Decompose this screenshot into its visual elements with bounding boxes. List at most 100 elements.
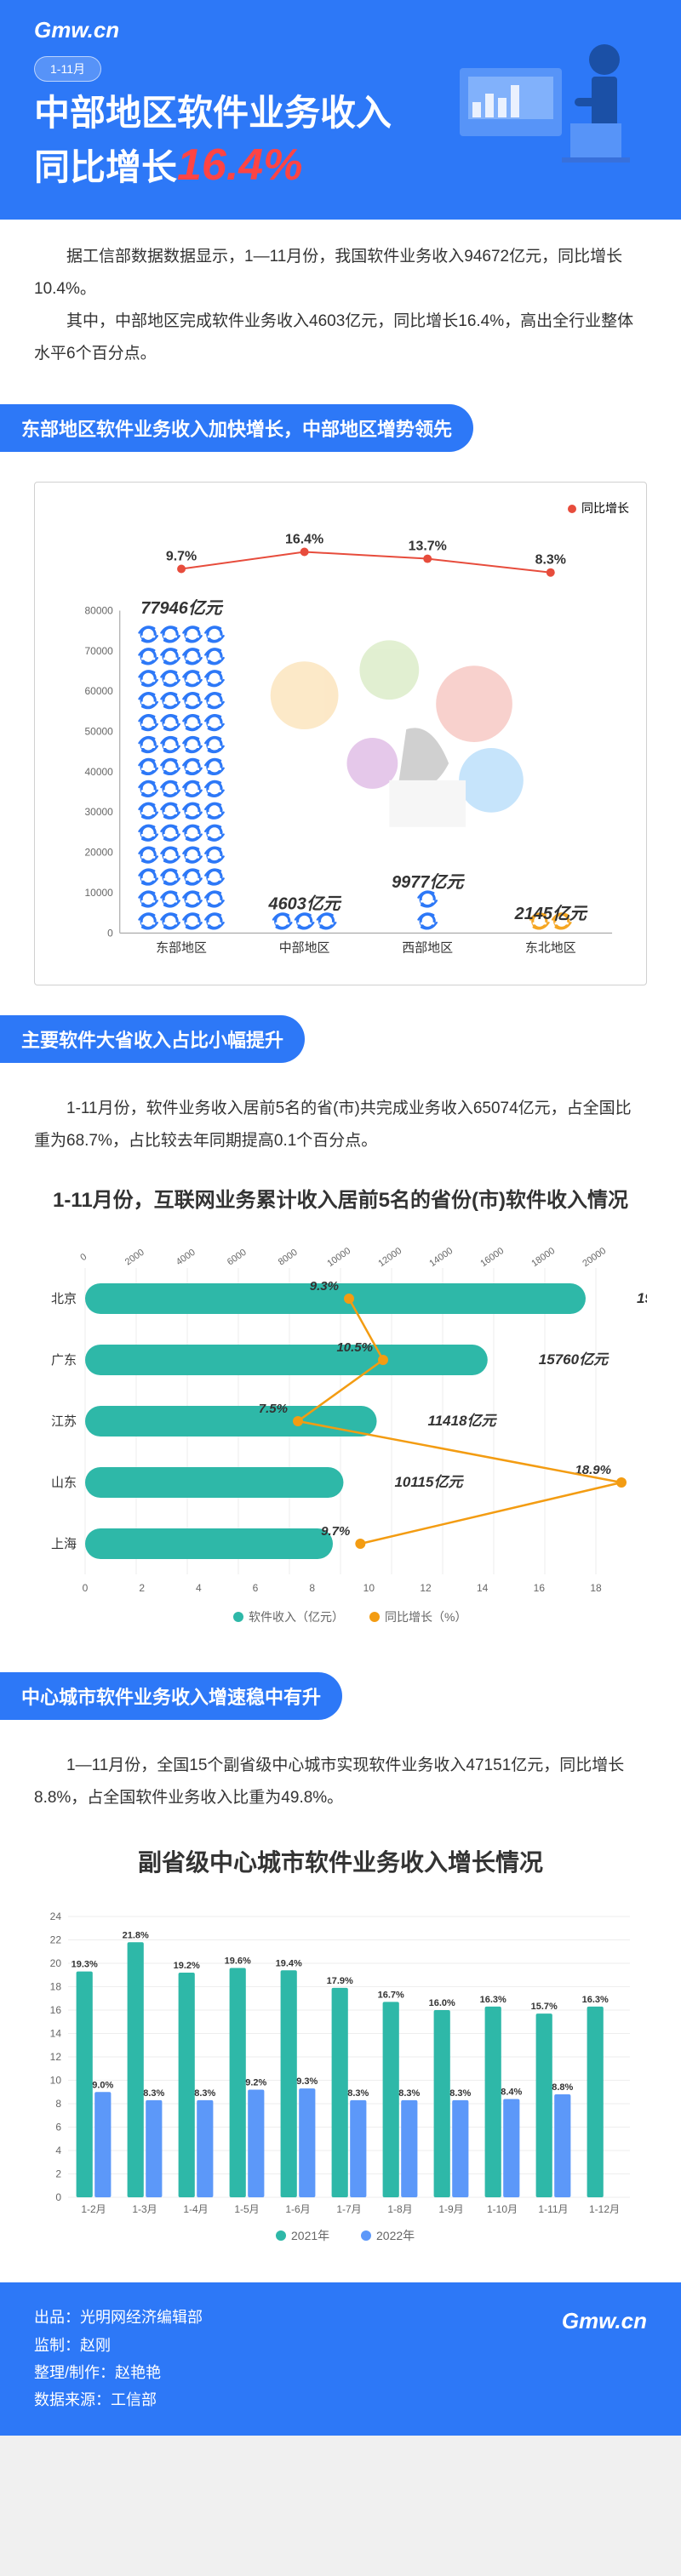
svg-text:16000: 16000 xyxy=(478,1246,506,1269)
svg-text:0: 0 xyxy=(107,928,113,940)
province-chart: 0200040006000800010000120001400016000180… xyxy=(34,1234,647,1642)
svg-text:77946亿元: 77946亿元 xyxy=(140,598,223,618)
svg-text:8: 8 xyxy=(309,1582,315,1594)
svg-text:10.5%: 10.5% xyxy=(336,1340,373,1355)
svg-text:8.3%: 8.3% xyxy=(535,553,566,568)
svg-text:1-9月: 1-9月 xyxy=(438,2203,463,2215)
svg-text:9.0%: 9.0% xyxy=(92,2080,113,2090)
svg-text:8: 8 xyxy=(55,2098,61,2110)
svg-text:24: 24 xyxy=(50,1911,62,1922)
svg-text:10000: 10000 xyxy=(85,887,114,899)
svg-text:8.3%: 8.3% xyxy=(347,2088,369,2099)
svg-text:9.3%: 9.3% xyxy=(296,2076,318,2087)
svg-text:19599亿元: 19599亿元 xyxy=(637,1290,647,1306)
svg-text:16.7%: 16.7% xyxy=(378,1991,404,2001)
svg-text:1-5月: 1-5月 xyxy=(234,2203,259,2215)
svg-text:60000: 60000 xyxy=(85,685,114,697)
svg-text:江苏: 江苏 xyxy=(51,1414,77,1429)
svg-text:1-10月: 1-10月 xyxy=(487,2203,518,2215)
svg-text:9977亿元: 9977亿元 xyxy=(392,872,465,892)
svg-text:1-6月: 1-6月 xyxy=(285,2203,310,2215)
svg-text:20: 20 xyxy=(50,1957,62,1969)
svg-text:1-11月: 1-11月 xyxy=(538,2203,568,2215)
svg-text:11418亿元: 11418亿元 xyxy=(428,1413,498,1429)
svg-text:8.3%: 8.3% xyxy=(398,2088,420,2099)
svg-text:18: 18 xyxy=(50,1981,62,1993)
svg-text:0: 0 xyxy=(83,1582,89,1594)
svg-text:中部地区: 中部地区 xyxy=(279,940,330,955)
svg-text:9.7%: 9.7% xyxy=(166,550,197,564)
svg-text:19.4%: 19.4% xyxy=(276,1958,302,1968)
svg-text:1-3月: 1-3月 xyxy=(132,2203,157,2215)
svg-text:8.3%: 8.3% xyxy=(194,2088,215,2099)
svg-text:22: 22 xyxy=(50,1934,62,1946)
svg-text:8.3%: 8.3% xyxy=(143,2088,164,2099)
chart1-container: 同比增长 01000020000300004000050000600007000… xyxy=(34,482,647,985)
svg-text:上海: 上海 xyxy=(51,1537,77,1551)
svg-text:9.7%: 9.7% xyxy=(321,1524,350,1539)
svg-text:18000: 18000 xyxy=(529,1246,557,1269)
header: Gmw.cn 1-11月 中部地区软件业务收入 同比增长16.4% xyxy=(0,0,681,220)
header-illustration xyxy=(426,17,664,170)
svg-text:8.8%: 8.8% xyxy=(552,2082,573,2093)
svg-text:4: 4 xyxy=(196,1582,202,1594)
svg-text:16: 16 xyxy=(534,1582,546,1594)
svg-text:2022年: 2022年 xyxy=(376,2229,415,2242)
svg-text:8000: 8000 xyxy=(277,1248,300,1268)
svg-text:6: 6 xyxy=(55,2122,61,2133)
svg-text:0: 0 xyxy=(78,1252,89,1263)
svg-text:西部地区: 西部地区 xyxy=(402,940,453,955)
svg-text:19.6%: 19.6% xyxy=(225,1956,251,1967)
svg-text:东北地区: 东北地区 xyxy=(525,940,576,955)
date-pill: 1-11月 xyxy=(34,56,101,82)
regional-chart: 0100002000030000400005000060000700008000… xyxy=(52,525,629,968)
svg-text:6: 6 xyxy=(253,1582,259,1594)
svg-text:80000: 80000 xyxy=(85,605,114,617)
svg-text:10000: 10000 xyxy=(325,1246,352,1269)
footer-logo: Gmw.cn xyxy=(562,2308,647,2334)
section3-header: 中心城市软件业务收入增速稳中有升 xyxy=(0,1672,342,1720)
section2-header: 主要软件大省收入占比小幅提升 xyxy=(0,1015,305,1063)
svg-text:14: 14 xyxy=(477,1582,489,1594)
svg-text:9.3%: 9.3% xyxy=(310,1279,339,1294)
svg-text:1-4月: 1-4月 xyxy=(183,2203,208,2215)
svg-text:9.2%: 9.2% xyxy=(245,2078,266,2088)
svg-text:40000: 40000 xyxy=(85,766,114,778)
svg-text:2021年: 2021年 xyxy=(291,2229,329,2242)
intro-text: 据工信部数据数据显示，1—11月份，我国软件业务收入94672亿元，同比增长10… xyxy=(0,220,681,391)
svg-text:14: 14 xyxy=(50,2028,62,2040)
svg-text:北京: 北京 xyxy=(51,1292,77,1306)
city-growth-chart: 02468101214161820222419.3%9.0%1-2月21.8%8… xyxy=(34,1899,647,2257)
svg-text:1-7月: 1-7月 xyxy=(336,2203,361,2215)
svg-text:13.7%: 13.7% xyxy=(409,540,447,554)
svg-text:15760亿元: 15760亿元 xyxy=(539,1351,609,1368)
svg-text:2: 2 xyxy=(55,2168,61,2180)
svg-text:30000: 30000 xyxy=(85,806,114,818)
svg-text:12: 12 xyxy=(50,2051,62,2063)
footer: 出品：光明网经济编辑部 监制：赵刚 整理/制作：赵艳艳 数据来源：工信部 Gmw… xyxy=(0,2282,681,2436)
svg-text:4603亿元: 4603亿元 xyxy=(268,894,342,914)
svg-text:16: 16 xyxy=(50,2004,62,2016)
svg-text:8.4%: 8.4% xyxy=(501,2088,522,2098)
svg-text:20000: 20000 xyxy=(581,1246,608,1269)
svg-text:50000: 50000 xyxy=(85,726,114,738)
svg-text:15.7%: 15.7% xyxy=(531,2002,558,2012)
svg-text:16.3%: 16.3% xyxy=(480,1995,506,2005)
svg-text:广东: 广东 xyxy=(51,1353,77,1368)
svg-text:4: 4 xyxy=(55,2145,61,2156)
svg-text:21.8%: 21.8% xyxy=(123,1930,149,1940)
svg-text:7.5%: 7.5% xyxy=(259,1402,288,1416)
svg-text:18: 18 xyxy=(590,1582,602,1594)
svg-text:0: 0 xyxy=(55,2191,61,2203)
section3-text: 1—11月份，全国15个副省级中心城市实现软件业务收入47151亿元，同比增长8… xyxy=(0,1733,681,1831)
chart3-title: 副省级中心城市软件业务收入增长情况 xyxy=(34,1844,647,1878)
svg-text:20000: 20000 xyxy=(85,847,114,859)
svg-text:2145亿元: 2145亿元 xyxy=(514,904,588,923)
section2-text: 1-11月份，软件业务收入居前5名的省(市)共完成业务收入65074亿元，占全国… xyxy=(0,1076,681,1174)
chart2-title: 1-11月份，互联网业务累计收入居前5名的省份(市)软件收入情况 xyxy=(34,1183,647,1213)
svg-text:8.3%: 8.3% xyxy=(449,2088,471,2099)
svg-text:1-8月: 1-8月 xyxy=(387,2203,412,2215)
section1-header: 东部地区软件业务收入加快增长，中部地区增势领先 xyxy=(0,404,473,452)
svg-text:14000: 14000 xyxy=(427,1246,455,1269)
svg-text:山东: 山东 xyxy=(51,1476,77,1490)
